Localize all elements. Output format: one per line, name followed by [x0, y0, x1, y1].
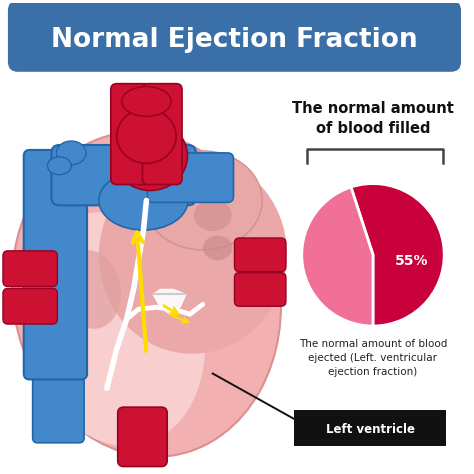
Wedge shape	[302, 187, 373, 326]
Text: The normal amount
of blood filled: The normal amount of blood filled	[292, 101, 454, 136]
FancyBboxPatch shape	[111, 83, 150, 184]
Ellipse shape	[122, 87, 171, 116]
FancyBboxPatch shape	[118, 407, 167, 466]
Ellipse shape	[61, 250, 121, 329]
Ellipse shape	[99, 156, 287, 354]
Text: The normal amount of blood
ejected (Left. ventricular
ejection fraction): The normal amount of blood ejected (Left…	[299, 339, 447, 377]
Polygon shape	[154, 290, 186, 314]
FancyBboxPatch shape	[294, 410, 446, 446]
FancyBboxPatch shape	[235, 273, 286, 306]
Ellipse shape	[56, 141, 86, 165]
FancyBboxPatch shape	[3, 289, 57, 324]
Ellipse shape	[144, 151, 262, 250]
FancyBboxPatch shape	[52, 145, 196, 205]
Ellipse shape	[12, 132, 281, 457]
FancyBboxPatch shape	[24, 150, 87, 380]
FancyBboxPatch shape	[33, 354, 84, 443]
Text: Left ventricle: Left ventricle	[326, 423, 414, 437]
Text: 55%: 55%	[395, 254, 428, 268]
FancyBboxPatch shape	[147, 153, 234, 202]
Wedge shape	[351, 183, 444, 326]
Ellipse shape	[113, 121, 188, 191]
Ellipse shape	[194, 200, 231, 231]
Ellipse shape	[99, 171, 188, 230]
FancyBboxPatch shape	[143, 83, 182, 184]
Ellipse shape	[47, 157, 71, 175]
FancyBboxPatch shape	[8, 0, 461, 72]
Ellipse shape	[117, 109, 176, 164]
FancyBboxPatch shape	[3, 251, 57, 286]
Ellipse shape	[22, 212, 205, 446]
Ellipse shape	[203, 236, 232, 260]
FancyBboxPatch shape	[235, 238, 286, 272]
Text: Normal Ejection Fraction: Normal Ejection Fraction	[51, 27, 418, 53]
